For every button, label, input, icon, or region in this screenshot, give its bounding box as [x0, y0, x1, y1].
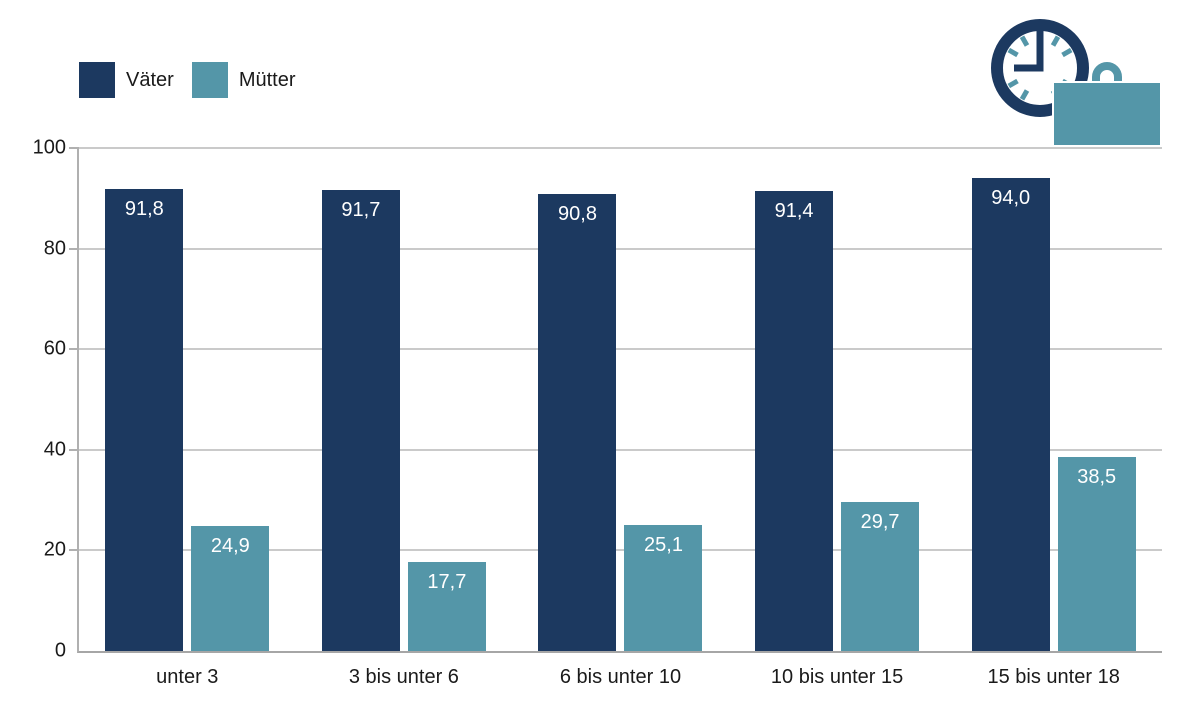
bar-groups: 91,8 24,9 91,7 17,7 90,8 25,1 — [79, 148, 1162, 651]
bar-mutter-6-bis-unter-10: 25,1 — [624, 524, 703, 651]
gridline-40 — [79, 448, 1162, 451]
legend-item-vater: Väter — [79, 62, 174, 98]
bar-value-label: 90,8 — [558, 203, 597, 226]
clock-and-briefcase-icon — [991, 19, 1162, 147]
bar-value-label: 25,1 — [644, 533, 683, 556]
bar-mutter-unter-3: 24,9 — [191, 525, 270, 651]
bar-vater-3-bis-unter-6: 91,7 — [321, 189, 400, 651]
bar-mutter-3-bis-unter-6: 17,7 — [407, 561, 486, 651]
y-tick-20 — [69, 549, 79, 552]
x-axis-label: 10 bis unter 15 — [770, 666, 904, 688]
legend-label-mutter: Mütter — [238, 69, 296, 91]
bar-value-label: 91,4 — [774, 200, 814, 223]
gridline-60 — [79, 348, 1162, 351]
bar-value-label: 17,7 — [427, 570, 467, 593]
bar-value-label: 94,0 — [991, 187, 1031, 210]
y-axis-label-100: 100 — [32, 136, 66, 159]
legend: Väter Mütter — [79, 62, 296, 98]
legend-item-mutter: Mütter — [191, 62, 296, 98]
y-tick-60 — [69, 348, 79, 351]
bar-vater-10-bis-unter-15: 91,4 — [755, 191, 834, 651]
y-tick-40 — [69, 448, 79, 451]
gridline-20 — [79, 549, 1162, 552]
y-tick-100 — [69, 147, 79, 149]
bar-value-label: 38,5 — [1077, 466, 1117, 489]
bar-mutter-10-bis-unter-15: 29,7 — [841, 501, 920, 651]
bar-mutter-15-bis-unter-18: 38,5 — [1057, 457, 1136, 651]
x-axis-label: 6 bis unter 10 — [559, 666, 682, 688]
legend-label-vater: Väter — [126, 69, 174, 91]
bar-value-label: 91,8 — [124, 198, 164, 221]
bar-vater-unter-3: 91,8 — [105, 189, 184, 651]
legend-swatch-mutter — [191, 62, 228, 98]
y-axis-label-0: 0 — [54, 639, 66, 662]
bar-group-unter-3: 91,8 24,9 — [79, 148, 296, 651]
bar-group-3-bis-unter-6: 91,7 17,7 — [296, 148, 513, 651]
bar-value-label: 24,9 — [210, 534, 250, 557]
bar-group-6-bis-unter-10: 90,8 25,1 — [512, 148, 729, 651]
bar-value-label: 29,7 — [860, 510, 900, 533]
y-axis-label-40: 40 — [43, 438, 66, 461]
bar-vater-15-bis-unter-18: 94,0 — [971, 178, 1050, 651]
x-axis-label: 15 bis unter 18 — [987, 666, 1120, 688]
gridline-100 — [79, 147, 1162, 149]
bar-group-15-bis-unter-18: 94,0 38,5 — [945, 148, 1162, 651]
bar-vater-6-bis-unter-10: 90,8 — [538, 194, 617, 651]
plot-area: 100 80 60 40 20 0 91,8 24,9 91,7 17,7 — [33, 137, 1162, 688]
y-axis-label-20: 20 — [43, 538, 66, 561]
bar-value-label: 91,7 — [341, 198, 381, 221]
x-axis-labels: unter 3 3 bis unter 6 6 bis unter 10 10 … — [79, 666, 1162, 689]
legend-swatch-vater — [79, 62, 115, 98]
y-tick-80 — [69, 247, 79, 250]
y-axis-label-60: 60 — [43, 337, 66, 360]
bar-group-10-bis-unter-15: 91,4 29,7 — [729, 148, 946, 651]
y-axis-label-80: 80 — [43, 237, 66, 260]
x-axis-label: 3 bis unter 6 — [348, 666, 459, 688]
x-axis-label: unter 3 — [156, 666, 219, 688]
gridline-80 — [79, 247, 1162, 250]
